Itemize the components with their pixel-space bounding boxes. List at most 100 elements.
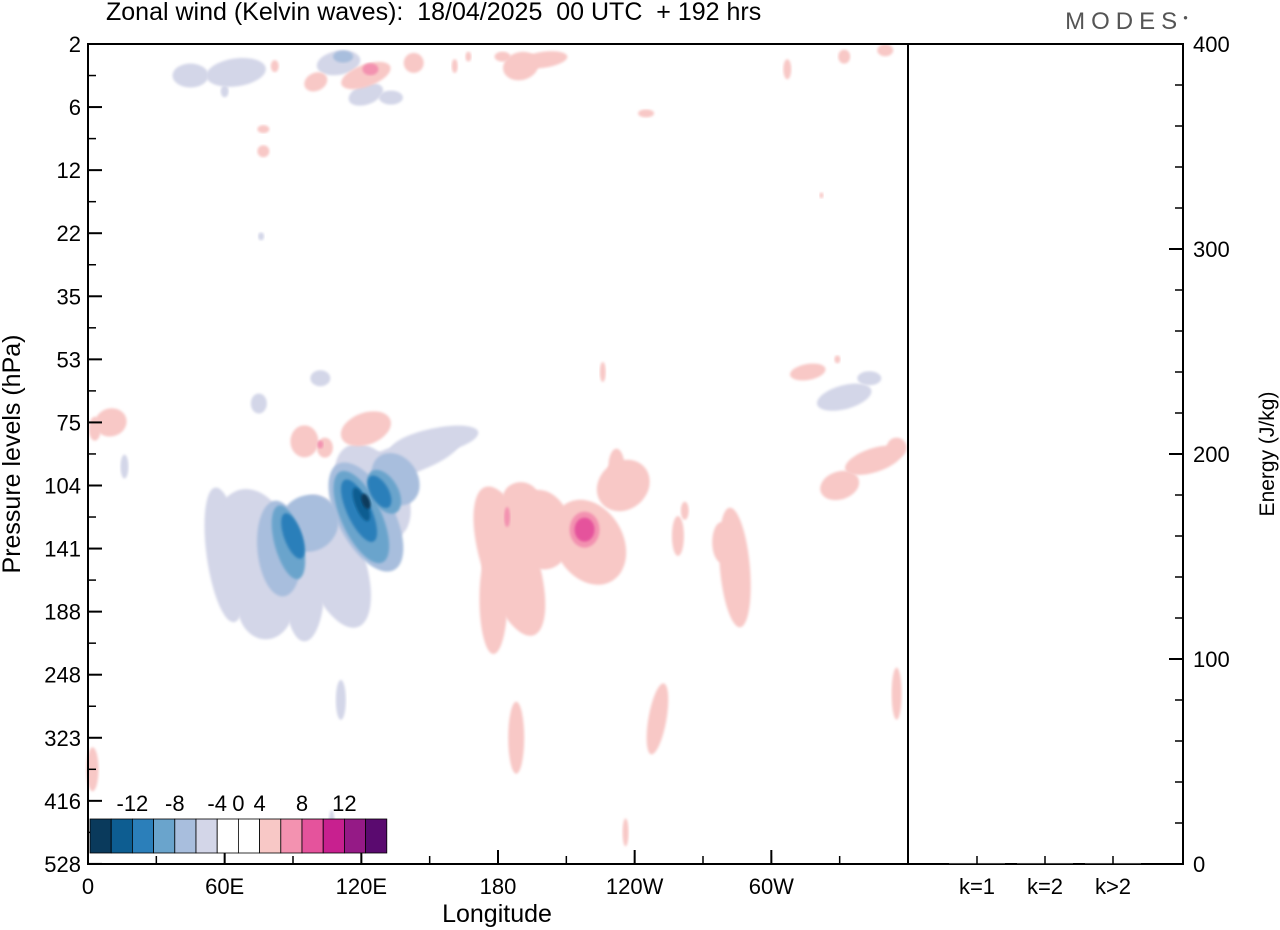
positive-contour xyxy=(671,515,684,556)
positive-contour xyxy=(290,425,319,458)
positive-contour xyxy=(362,63,379,76)
energy-bars: k=1 k=2 k>2 xyxy=(949,856,1141,899)
colorbar-label: 4 xyxy=(253,791,265,816)
colorbar-swatch xyxy=(131,818,154,854)
energy-axis-label: Energy (J/kg) xyxy=(1256,392,1279,517)
negative-contour xyxy=(310,370,331,387)
y-axis: 2 6 12 22 35 53 75 104 141 188 248 323 416 528 xyxy=(44,32,102,877)
positive-contour xyxy=(519,51,568,69)
positive-contour xyxy=(317,440,324,449)
positive-contour xyxy=(88,416,101,441)
colorbar-label: -4 xyxy=(207,791,227,816)
positive-contour xyxy=(886,437,907,458)
positive-contour xyxy=(465,51,472,62)
negative-contour xyxy=(120,454,129,479)
x-tick-label: 120W xyxy=(606,874,664,899)
negative-contour xyxy=(390,425,479,458)
positive-contour xyxy=(608,448,625,485)
energy-plot-frame xyxy=(907,43,1184,865)
negative-contour xyxy=(352,487,371,522)
negative-contour xyxy=(367,475,392,509)
colorbar-swatch xyxy=(89,818,112,854)
x-tick-label: 0 xyxy=(82,874,94,899)
colorbar-swatch xyxy=(301,818,324,854)
positive-contour xyxy=(712,522,731,563)
chart-title: Zonal wind (Kelvin waves): 18/04/2025 00… xyxy=(106,0,762,26)
positive-contour xyxy=(638,109,655,118)
y-tick-label: 6 xyxy=(69,95,81,120)
colorbar-swatch xyxy=(195,818,218,854)
negative-contour xyxy=(206,57,266,87)
negative-contour xyxy=(361,493,371,509)
energy-tick-label: 300 xyxy=(1193,237,1230,262)
negative-contour xyxy=(220,85,229,98)
x-axis: 0 60E 120E 180 120W 60W xyxy=(82,850,909,899)
y-tick-label: 141 xyxy=(44,537,81,562)
positive-contour xyxy=(789,363,826,381)
colorbar-swatch xyxy=(365,818,388,854)
negative-contour xyxy=(816,383,872,411)
colorbar-swatch xyxy=(174,818,197,854)
negative-contour xyxy=(172,63,209,88)
y-tick-label: 104 xyxy=(44,473,81,498)
y-tick-label: 416 xyxy=(44,789,81,814)
energy-category-label: k=1 xyxy=(959,874,995,899)
positive-contour xyxy=(838,49,851,64)
colorbar-label: 12 xyxy=(332,791,356,816)
positive-contour xyxy=(819,192,824,199)
x-tick-label: 60E xyxy=(205,874,244,899)
energy-tick-label: 0 xyxy=(1193,852,1205,877)
positive-contour xyxy=(680,501,689,520)
brand-text: MODES xyxy=(1065,8,1184,35)
positive-contour xyxy=(891,667,902,720)
energy-axis: 0 100 200 300 400 xyxy=(1169,32,1230,877)
positive-contour xyxy=(834,355,841,364)
y-tick-label: 53 xyxy=(57,347,81,372)
positive-contour xyxy=(504,507,511,528)
positive-contour xyxy=(403,52,424,73)
negative-contour xyxy=(258,232,265,241)
energy-category-label: k=2 xyxy=(1027,874,1063,899)
x-axis-label: Longitude xyxy=(442,900,552,928)
y-tick-label: 75 xyxy=(57,410,81,435)
negative-contour xyxy=(281,513,305,559)
positive-contour xyxy=(340,411,391,447)
positive-contour xyxy=(304,72,328,92)
y-tick-label: 528 xyxy=(44,852,81,877)
colorbar: -12 -8 -4 0 4 8 12 xyxy=(89,791,388,854)
positive-contour xyxy=(473,486,546,636)
positive-contour xyxy=(451,59,458,74)
energy-tick-label: 400 xyxy=(1193,32,1230,57)
colorbar-label: -8 xyxy=(165,791,185,816)
negative-contour xyxy=(857,371,882,386)
colorbar-label: 8 xyxy=(296,791,308,816)
colorbar-label: -12 xyxy=(117,791,149,816)
colorbar-swatch xyxy=(280,818,303,854)
positive-contour xyxy=(494,51,511,62)
y-tick-label: 188 xyxy=(44,600,81,625)
positive-contour xyxy=(270,60,279,73)
positive-contour xyxy=(783,59,792,80)
positive-contour xyxy=(877,44,894,57)
y-tick-label: 323 xyxy=(44,726,81,751)
positive-contour xyxy=(508,701,525,774)
main-plot-frame xyxy=(87,43,909,865)
positive-contour xyxy=(622,818,629,847)
negative-contour xyxy=(250,393,267,414)
negative-contour xyxy=(335,679,346,720)
positive-contour xyxy=(479,544,508,655)
colorbar-label: 0 xyxy=(232,791,244,816)
colorbar-swatch xyxy=(153,818,176,854)
positive-contour xyxy=(94,408,127,437)
positive-contour xyxy=(599,361,606,382)
y-tick-label: 35 xyxy=(57,284,81,309)
y-tick-label: 12 xyxy=(57,158,81,183)
colorbar-swatch xyxy=(110,818,133,854)
positive-contour xyxy=(257,125,270,134)
x-tick-label: 180 xyxy=(480,874,517,899)
energy-tick-label: 200 xyxy=(1193,442,1230,467)
positive-contour xyxy=(820,470,860,501)
energy-category-label: k>2 xyxy=(1095,874,1131,899)
negative-contour xyxy=(378,90,403,105)
